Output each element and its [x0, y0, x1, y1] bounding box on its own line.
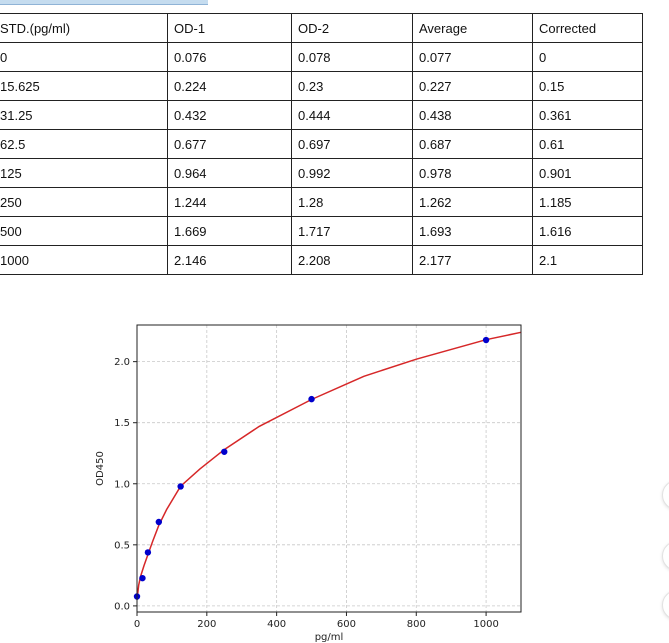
- data-point: [221, 448, 228, 455]
- table-cell: 0.438: [412, 100, 533, 130]
- table-cell: 0.077: [412, 42, 533, 72]
- table-cell: 0.697: [291, 129, 413, 159]
- table-row: 15.625 0.224 0.23 0.227 0.15: [0, 71, 643, 101]
- standard-curve-table: STD.(pg/ml) OD-1 OD-2 Average Corrected 0 0.07…: [0, 13, 643, 275]
- plot-frame: [136, 324, 522, 613]
- standard-curve-chart: 0 200 400 600 800 1000 0.0 0.5 1.0 1.5 2.0 pg/ml OD4…: [84, 292, 532, 643]
- table-cell: 2.1: [532, 245, 643, 275]
- table-row: 62.5 0.677 0.697 0.687 0.61: [0, 129, 643, 159]
- table-cell: 500: [0, 216, 168, 246]
- table-cell: 1.717: [291, 216, 413, 246]
- table-cell: 1.616: [532, 216, 643, 246]
- table-cell: 0.901: [532, 158, 643, 188]
- table-row: 31.25 0.432 0.444 0.438 0.361: [0, 100, 643, 130]
- data-point: [482, 336, 490, 344]
- column-header: Average: [412, 13, 533, 43]
- table-cell: 0.978: [412, 158, 533, 188]
- plot-area: [137, 325, 521, 612]
- data-point: [144, 549, 152, 556]
- table-cell: 62.5: [0, 129, 168, 159]
- x-tick-label: 400: [267, 619, 286, 630]
- y-tick-label: 1.5: [114, 418, 130, 429]
- table-body: STD.(pg/ml) OD-1 OD-2 Average Corrected 0 0.07…: [0, 13, 643, 275]
- table-header-row: STD.(pg/ml) OD-1 OD-2 Average Corrected: [0, 13, 643, 43]
- table-cell: 125: [0, 158, 168, 188]
- table-row: 1000 2.146 2.208 2.177 2.1: [0, 245, 643, 275]
- data-point: [308, 395, 315, 403]
- table-cell: 0.076: [167, 42, 292, 72]
- side-action-button-3[interactable]: [662, 590, 669, 620]
- side-action-button-2[interactable]: [662, 541, 669, 571]
- chart-svg: 0 200 400 600 800 1000 0.0 0.5 1.0 1.5 2.0 pg/ml OD4…: [95, 324, 522, 643]
- y-axis-label: OD450: [95, 451, 106, 486]
- table-cell: 0.227: [412, 71, 533, 101]
- data-point: [139, 574, 146, 582]
- table-cell: 31.25: [0, 100, 168, 130]
- table-cell: 0.964: [167, 158, 292, 188]
- table-row: 125 0.964 0.992 0.978 0.901: [0, 158, 643, 188]
- table-cell: 0.23: [291, 71, 413, 101]
- x-axis-label: pg/ml: [315, 632, 344, 643]
- column-header: STD.(pg/ml): [0, 13, 168, 43]
- table-cell: 0.361: [532, 100, 643, 130]
- y-tick-label: 2.0: [114, 357, 130, 368]
- table-cell: 0.15: [532, 71, 643, 101]
- data-point: [155, 518, 163, 526]
- table-cell: 0.687: [412, 129, 533, 159]
- x-tick-label: 1000: [473, 619, 498, 630]
- table-cell: 0: [0, 42, 168, 72]
- table-cell: 0.432: [167, 100, 292, 130]
- table-cell: 0.61: [532, 129, 643, 159]
- table-cell: 1.28: [291, 187, 413, 217]
- table-cell: 2.146: [167, 245, 292, 275]
- table-cell: 1.185: [532, 187, 643, 217]
- column-header: Corrected: [532, 13, 643, 43]
- y-tick-label: 0.5: [114, 540, 130, 551]
- x-tick-label: 0: [134, 619, 140, 630]
- table-cell: 250: [0, 187, 168, 217]
- table-cell: 1.669: [167, 216, 292, 246]
- y-tick-label: 1.0: [114, 479, 130, 490]
- table-cell: 15.625: [0, 71, 168, 101]
- table-cell: 0.224: [167, 71, 292, 101]
- table-row: 500 1.669 1.717 1.693 1.616: [0, 216, 643, 246]
- table-row: 0 0.076 0.078 0.077 0: [0, 42, 643, 72]
- table-cell: 1.262: [412, 187, 533, 217]
- y-tick-label: 0.0: [114, 601, 130, 612]
- table-cell: 2.208: [291, 245, 413, 275]
- column-header: OD-2: [291, 13, 413, 43]
- table-cell: 0.444: [291, 100, 413, 130]
- x-tick-label: 600: [337, 619, 356, 630]
- x-tick-label: 800: [407, 619, 426, 630]
- table-cell: 1000: [0, 245, 168, 275]
- table-cell: 0.992: [291, 158, 413, 188]
- column-header: OD-1: [167, 13, 292, 43]
- table-cell: 0: [532, 42, 643, 72]
- table-cell: 0.677: [167, 129, 292, 159]
- table-cell: 1.693: [412, 216, 533, 246]
- table-cell: 0.078: [291, 42, 413, 72]
- x-tick-label: 200: [197, 619, 216, 630]
- table-cell: 1.244: [167, 187, 292, 217]
- data-point: [177, 483, 184, 490]
- table-cell: 2.177: [412, 245, 533, 275]
- table-row: 250 1.244 1.28 1.262 1.185: [0, 187, 643, 217]
- side-action-button-1[interactable]: [662, 480, 669, 510]
- top-highlight-strip: [0, 0, 208, 5]
